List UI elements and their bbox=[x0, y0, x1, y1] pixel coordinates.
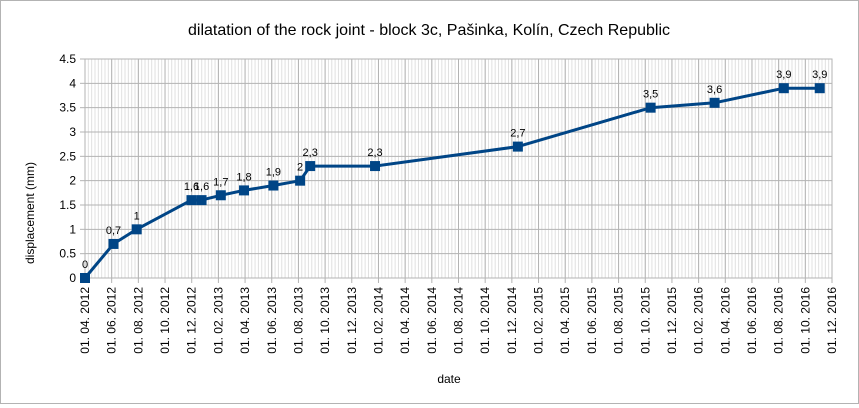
x-tick-label: 01. 02. 2015 bbox=[532, 287, 546, 354]
data-point-marker bbox=[108, 238, 119, 249]
x-tick-label: 01. 12. 2014 bbox=[505, 287, 519, 354]
data-point-marker bbox=[512, 141, 523, 152]
data-point-marker bbox=[778, 83, 789, 94]
x-tick-label: 01. 08. 2013 bbox=[291, 287, 305, 354]
y-tick-label: 1 bbox=[69, 222, 76, 236]
x-tick-label: 01. 02. 2014 bbox=[371, 287, 385, 354]
y-tick-label: 0 bbox=[69, 271, 76, 285]
data-label: 1,6 bbox=[194, 181, 209, 193]
x-tick-label: 01. 12. 2015 bbox=[665, 287, 679, 354]
x-tick-label: 01. 04. 2014 bbox=[398, 287, 412, 354]
x-tick-label: 01. 10. 2014 bbox=[478, 287, 492, 354]
x-tick-label: 01. 10. 2013 bbox=[318, 287, 332, 354]
data-point-marker bbox=[80, 273, 90, 283]
x-tick-label: 01. 08. 2014 bbox=[452, 287, 466, 354]
x-tick-label: 01. 08. 2015 bbox=[612, 287, 626, 354]
x-tick-label: 01. 06. 2015 bbox=[585, 287, 599, 354]
data-point-marker bbox=[370, 161, 381, 172]
data-label: 3,9 bbox=[776, 69, 791, 81]
data-label: 1 bbox=[134, 210, 140, 222]
data-label: 2 bbox=[297, 162, 303, 174]
x-tick-label: 01. 02. 2016 bbox=[692, 287, 706, 354]
x-tick-label: 01. 04. 2013 bbox=[238, 287, 252, 354]
data-label: 0 bbox=[82, 259, 88, 271]
data-point-marker bbox=[239, 185, 250, 196]
x-axis-ticks: 01. 04. 2012 01. 06. 2012 01. 08. 2012 01. … bbox=[78, 278, 839, 354]
x-tick-label: 01. 12. 2012 bbox=[185, 287, 199, 354]
x-tick-label: 01. 10. 2015 bbox=[638, 287, 652, 354]
data-point-marker bbox=[268, 180, 279, 191]
data-label: 3,9 bbox=[812, 69, 827, 81]
y-axis-label: displacement (mm) bbox=[23, 162, 37, 264]
data-point-marker bbox=[709, 97, 720, 108]
y-tick-label: 2.5 bbox=[59, 149, 76, 163]
data-label: 3,5 bbox=[643, 89, 658, 101]
x-tick-label: 01. 06. 2014 bbox=[425, 287, 439, 354]
y-tick-label: 4.5 bbox=[59, 52, 76, 66]
data-label: 1,8 bbox=[236, 171, 251, 183]
x-tick-label: 01. 08. 2016 bbox=[772, 287, 786, 354]
x-tick-label: 01. 06. 2013 bbox=[265, 287, 279, 354]
data-label: 1,9 bbox=[266, 167, 281, 179]
y-axis-ticks: 0 0.5 1 1.5 2 2.5 3 3.5 4 4.5 bbox=[59, 52, 85, 285]
series-markers bbox=[80, 83, 825, 283]
x-tick-label: 01. 02. 2013 bbox=[211, 287, 225, 354]
series-line bbox=[83, 86, 820, 279]
data-point-marker bbox=[814, 83, 825, 94]
data-point-marker bbox=[645, 102, 656, 113]
data-label: 2,3 bbox=[367, 147, 382, 159]
data-labels: 00,711,61,6 1,7 1,8 1,9 22,3 2,32,73,5 3,63,9 3… bbox=[82, 69, 827, 271]
data-label: 3,6 bbox=[707, 84, 722, 96]
data-point-marker bbox=[186, 195, 197, 206]
data-label: 2,7 bbox=[510, 128, 525, 140]
data-point-marker bbox=[215, 190, 226, 201]
x-tick-label: 01. 10. 2012 bbox=[158, 287, 172, 354]
y-tick-label: 4 bbox=[69, 76, 76, 90]
data-label: 1,6 bbox=[184, 181, 199, 193]
x-tick-label: 01. 04. 2016 bbox=[718, 287, 732, 354]
x-tick-label: 01. 06. 2012 bbox=[105, 287, 119, 354]
x-tick-label: 01. 08. 2012 bbox=[131, 287, 145, 354]
y-tick-label: 2 bbox=[69, 174, 76, 188]
y-tick-label: 0.5 bbox=[59, 247, 76, 261]
x-tick-label: 01. 06. 2016 bbox=[745, 287, 759, 354]
data-point-marker bbox=[295, 175, 306, 186]
x-axis-label: date bbox=[437, 372, 461, 386]
x-tick-label: 01. 10. 2016 bbox=[798, 287, 812, 354]
y-tick-label: 3 bbox=[69, 125, 76, 139]
data-label: 2,3 bbox=[303, 147, 318, 159]
x-tick-label: 01. 04. 2012 bbox=[78, 287, 92, 354]
x-tick-label: 01. 04. 2015 bbox=[558, 287, 572, 354]
x-tick-label: 01. 12. 2016 bbox=[825, 287, 839, 354]
data-point-marker bbox=[196, 195, 207, 206]
x-tick-label: 01. 12. 2013 bbox=[345, 287, 359, 354]
chart-title: dilatation of the rock joint - block 3c,… bbox=[188, 22, 670, 39]
data-label: 1,7 bbox=[213, 176, 228, 188]
data-label: 0,7 bbox=[106, 225, 121, 237]
data-point-marker bbox=[305, 161, 316, 172]
y-tick-label: 3.5 bbox=[59, 101, 76, 115]
data-point-marker bbox=[131, 224, 142, 235]
y-tick-label: 1.5 bbox=[59, 198, 76, 212]
